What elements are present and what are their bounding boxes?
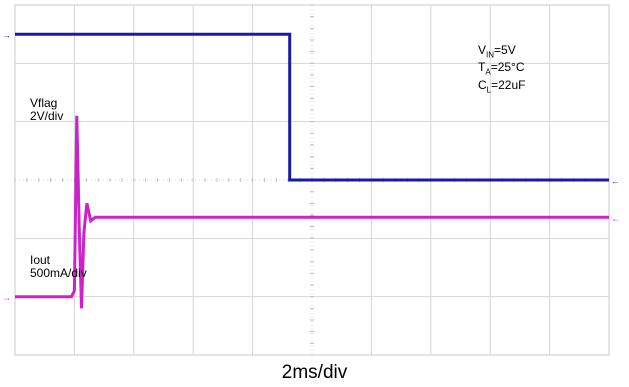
traces: [15, 32, 609, 309]
graticule: [14, 4, 610, 356]
iout-trace: [15, 115, 609, 309]
channel-marker-left: →: [2, 30, 11, 40]
channel-marker-left: →: [2, 293, 11, 303]
vflag-label: Vflag 2V/div: [30, 97, 63, 123]
x-axis-label: 2ms/div: [281, 362, 348, 383]
iout-name: Iout: [30, 253, 51, 267]
channel-marker-right: ←: [611, 176, 620, 186]
vin-annotation: VIN=5V: [478, 43, 516, 60]
vflag-name: Vflag: [30, 96, 58, 110]
cl-annotation: CL=22uF: [478, 77, 526, 95]
iout-scale: 500mA/div: [30, 266, 87, 280]
vflag-scale: 2V/div: [30, 109, 64, 123]
channel-markers: → ← → ←: [2, 30, 620, 303]
channel-marker-right: ←: [611, 213, 620, 223]
conditions-annotation: VIN=5V TA=25°C CL=22uF: [478, 44, 525, 96]
vflag-trace: [15, 32, 609, 182]
iout-label: Iout 500mA/div: [30, 254, 87, 280]
ta-annotation: TA=25°C: [478, 60, 525, 77]
